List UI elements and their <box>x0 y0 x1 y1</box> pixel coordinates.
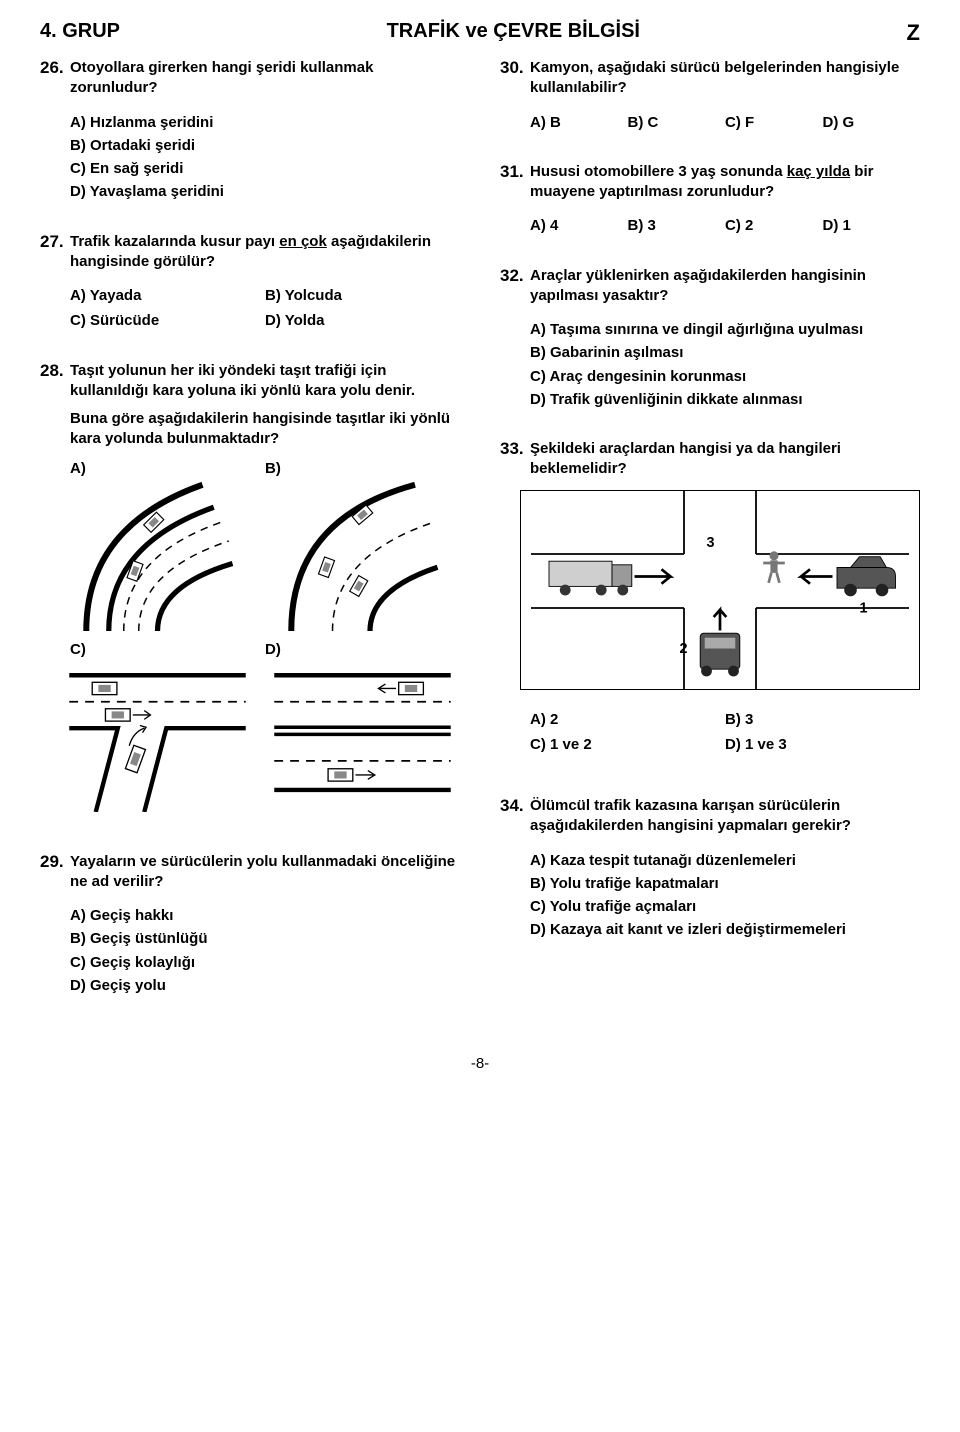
option-c: C) F <box>725 111 823 134</box>
question-33: 33. Şekildeki araçlardan hangisi ya da h… <box>500 439 920 756</box>
road-diagram-b <box>265 481 460 631</box>
question-number: 28. <box>40 361 70 381</box>
diagram-row-ab <box>40 481 460 631</box>
option-d: D) 1 <box>823 214 921 237</box>
road-diagram-a <box>60 481 255 631</box>
label-1: 1 <box>860 600 868 616</box>
question-26: 26. Otoyollara girerken hangi şeridi kul… <box>40 58 460 204</box>
right-column: 30. Kamyon, aşağıdaki sürücü belgelerind… <box>500 58 920 1025</box>
option-d: D) Yavaşlama şeridini <box>70 180 460 203</box>
page-header: 4. GRUP TRAFİK ve ÇEVRE BİLGİSİ Z <box>40 20 920 46</box>
question-number: 32. <box>500 266 530 286</box>
question-number: 27. <box>40 232 70 252</box>
option-a: A) 2 <box>530 708 725 731</box>
group-label: 4. GRUP <box>40 20 120 46</box>
option-c: C) Sürücüde <box>70 309 265 332</box>
question-text-1: Taşıt yolunun her iki yöndeki taşıt traf… <box>70 361 460 402</box>
options: A) Taşıma sınırına ve dingil ağırlığına … <box>500 318 920 411</box>
option-a: A) Hızlanma şeridini <box>70 111 460 134</box>
options: A) B B) C C) F D) G <box>500 111 920 134</box>
variant-letter: Z <box>907 20 920 46</box>
road-diagram-c <box>60 662 255 812</box>
question-number: 26. <box>40 58 70 78</box>
option-b: B) Yolcuda <box>265 284 460 307</box>
option-labels-ab: A) B) <box>40 460 460 477</box>
question-28: 28. Taşıt yolunun her iki yöndeki taşıt … <box>40 361 460 812</box>
question-32: 32. Araçlar yüklenirken aşağıdakilerden … <box>500 266 920 412</box>
label-c: C) <box>70 641 265 658</box>
question-number: 34. <box>500 796 530 816</box>
label-a: A) <box>70 460 265 477</box>
option-b: B) 3 <box>628 214 726 237</box>
question-text: Ölümcül trafik kazasına karışan sürücüle… <box>530 796 920 837</box>
option-b: B) C <box>628 111 726 134</box>
question-text: Araçlar yüklenirken aşağıdakilerden hang… <box>530 266 920 307</box>
vehicle-2-icon <box>700 609 740 676</box>
vehicle-3-icon <box>549 561 671 595</box>
label-3: 3 <box>707 534 715 550</box>
question-text: Otoyollara girerken hangi şeridi kullanm… <box>70 58 460 99</box>
label-2: 2 <box>680 641 688 657</box>
option-a: A) Geçiş hakkı <box>70 904 460 927</box>
question-30: 30. Kamyon, aşağıdaki sürücü belgelerind… <box>500 58 920 134</box>
option-c: C) Araç dengesinin korunması <box>530 365 920 388</box>
question-text: Yayaların ve sürücülerin yolu kullanmada… <box>70 852 460 893</box>
option-b: B) Gabarinin aşılması <box>530 341 920 364</box>
options: A) 4 B) 3 C) 2 D) 1 <box>500 214 920 237</box>
question-number: 30. <box>500 58 530 78</box>
option-c: C) 2 <box>725 214 823 237</box>
question-text: Kamyon, aşağıdaki sürücü belgelerinden h… <box>530 58 920 99</box>
option-b: B) Ortadaki şeridi <box>70 134 460 157</box>
option-c: C) En sağ şeridi <box>70 157 460 180</box>
diagram-row-cd <box>40 662 460 812</box>
option-d: D) Trafik güvenliğinin dikkate alınması <box>530 388 920 411</box>
option-b: B) 3 <box>725 708 920 731</box>
option-d: D) 1 ve 3 <box>725 733 920 756</box>
label-b: B) <box>265 460 460 477</box>
options: A) Yayada B) Yolcuda C) Sürücüde D) Yold… <box>40 284 460 333</box>
police-officer-icon <box>763 551 785 583</box>
option-b: B) Geçiş üstünlüğü <box>70 927 460 950</box>
question-34: 34. Ölümcül trafik kazasına karışan sürü… <box>500 796 920 942</box>
option-a: A) 4 <box>530 214 628 237</box>
question-number: 29. <box>40 852 70 872</box>
question-31: 31. Hususi otomobillere 3 yaş sonunda ka… <box>500 162 920 238</box>
question-number: 31. <box>500 162 530 182</box>
left-column: 26. Otoyollara girerken hangi şeridi kul… <box>40 58 460 1025</box>
option-a: A) Kaza tespit tutanağı düzenlemeleri <box>530 849 920 872</box>
vehicle-1-icon <box>801 556 896 596</box>
options: A) Hızlanma şeridini B) Ortadaki şeridi … <box>40 111 460 204</box>
question-text: Şekildeki araçlardan hangisi ya da hangi… <box>530 439 920 480</box>
content-columns: 26. Otoyollara girerken hangi şeridi kul… <box>40 58 920 1025</box>
option-c: C) 1 ve 2 <box>530 733 725 756</box>
question-text: Trafik kazalarında kusur payı en çok aşa… <box>70 232 460 273</box>
intersection-diagram: 3 <box>500 490 920 694</box>
option-d: D) Geçiş yolu <box>70 974 460 997</box>
question-27: 27. Trafik kazalarında kusur payı en çok… <box>40 232 460 333</box>
option-b: B) Yolu trafiğe kapatmaları <box>530 872 920 895</box>
options: A) 2 B) 3 C) 1 ve 2 D) 1 ve 3 <box>500 708 920 757</box>
question-text: Hususi otomobillere 3 yaş sonunda kaç yı… <box>530 162 920 203</box>
option-a: A) Taşıma sınırına ve dingil ağırlığına … <box>530 318 920 341</box>
question-number: 33. <box>500 439 530 459</box>
option-a: A) Yayada <box>70 284 265 307</box>
question-29: 29. Yayaların ve sürücülerin yolu kullan… <box>40 852 460 998</box>
option-labels-cd: C) D) <box>40 641 460 658</box>
option-c: C) Yolu trafiğe açmaları <box>530 895 920 918</box>
options: A) Kaza tespit tutanağı düzenlemeleri B)… <box>500 849 920 942</box>
question-text-2: Buna göre aşağıdakilerin hangisinde taşı… <box>70 409 460 450</box>
page-number: -8- <box>40 1055 920 1072</box>
option-d: D) Kazaya ait kanıt ve izleri değiştirme… <box>530 918 920 941</box>
page-title: TRAFİK ve ÇEVRE BİLGİSİ <box>387 20 640 46</box>
label-d: D) <box>265 641 460 658</box>
options: A) Geçiş hakkı B) Geçiş üstünlüğü C) Geç… <box>40 904 460 997</box>
option-d: D) G <box>823 111 921 134</box>
option-c: C) Geçiş kolaylığı <box>70 951 460 974</box>
option-d: D) Yolda <box>265 309 460 332</box>
option-a: A) B <box>530 111 628 134</box>
road-diagram-d <box>265 662 460 812</box>
